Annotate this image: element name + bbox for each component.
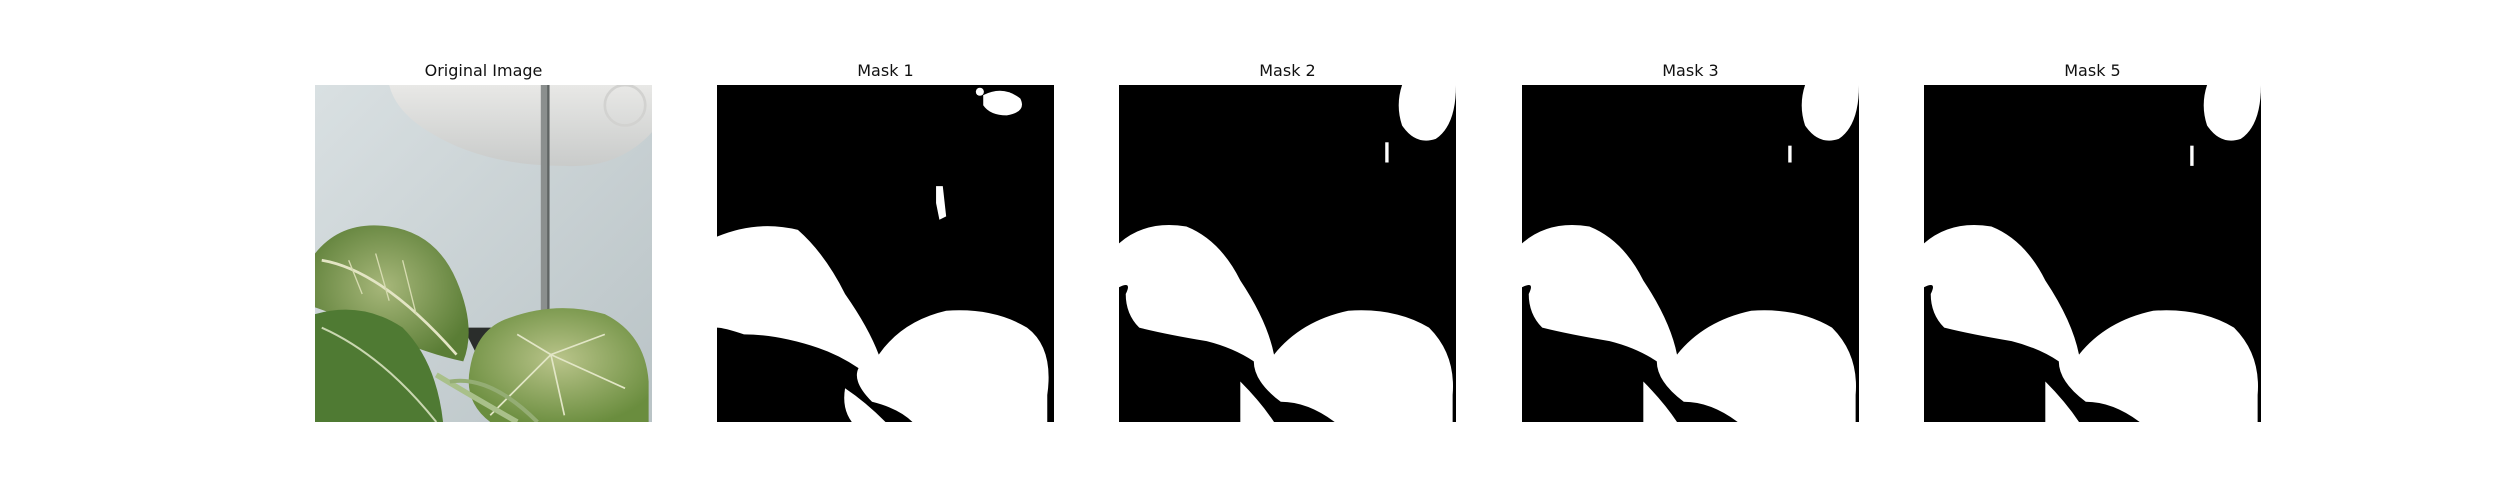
mask-1-image (717, 85, 1054, 422)
panel-title: Mask 3 (1662, 61, 1719, 80)
panel-title: Mask 5 (2064, 61, 2121, 80)
panel-mask-3: Mask 3 (1522, 58, 1859, 422)
original-image (315, 85, 652, 422)
panel-original: Original Image (315, 58, 652, 422)
panel-mask-5: Mask 5 (1924, 58, 2261, 422)
mask-3-image (1522, 85, 1859, 422)
panel-title: Original Image (424, 61, 543, 80)
panel-title: Mask 1 (857, 61, 914, 80)
panel-title: Mask 2 (1259, 61, 1316, 80)
panel-mask-1: Mask 1 (717, 58, 1054, 422)
mask-2-image (1119, 85, 1456, 422)
mask-5-image (1924, 85, 2261, 422)
panel-mask-2: Mask 2 (1119, 58, 1456, 422)
